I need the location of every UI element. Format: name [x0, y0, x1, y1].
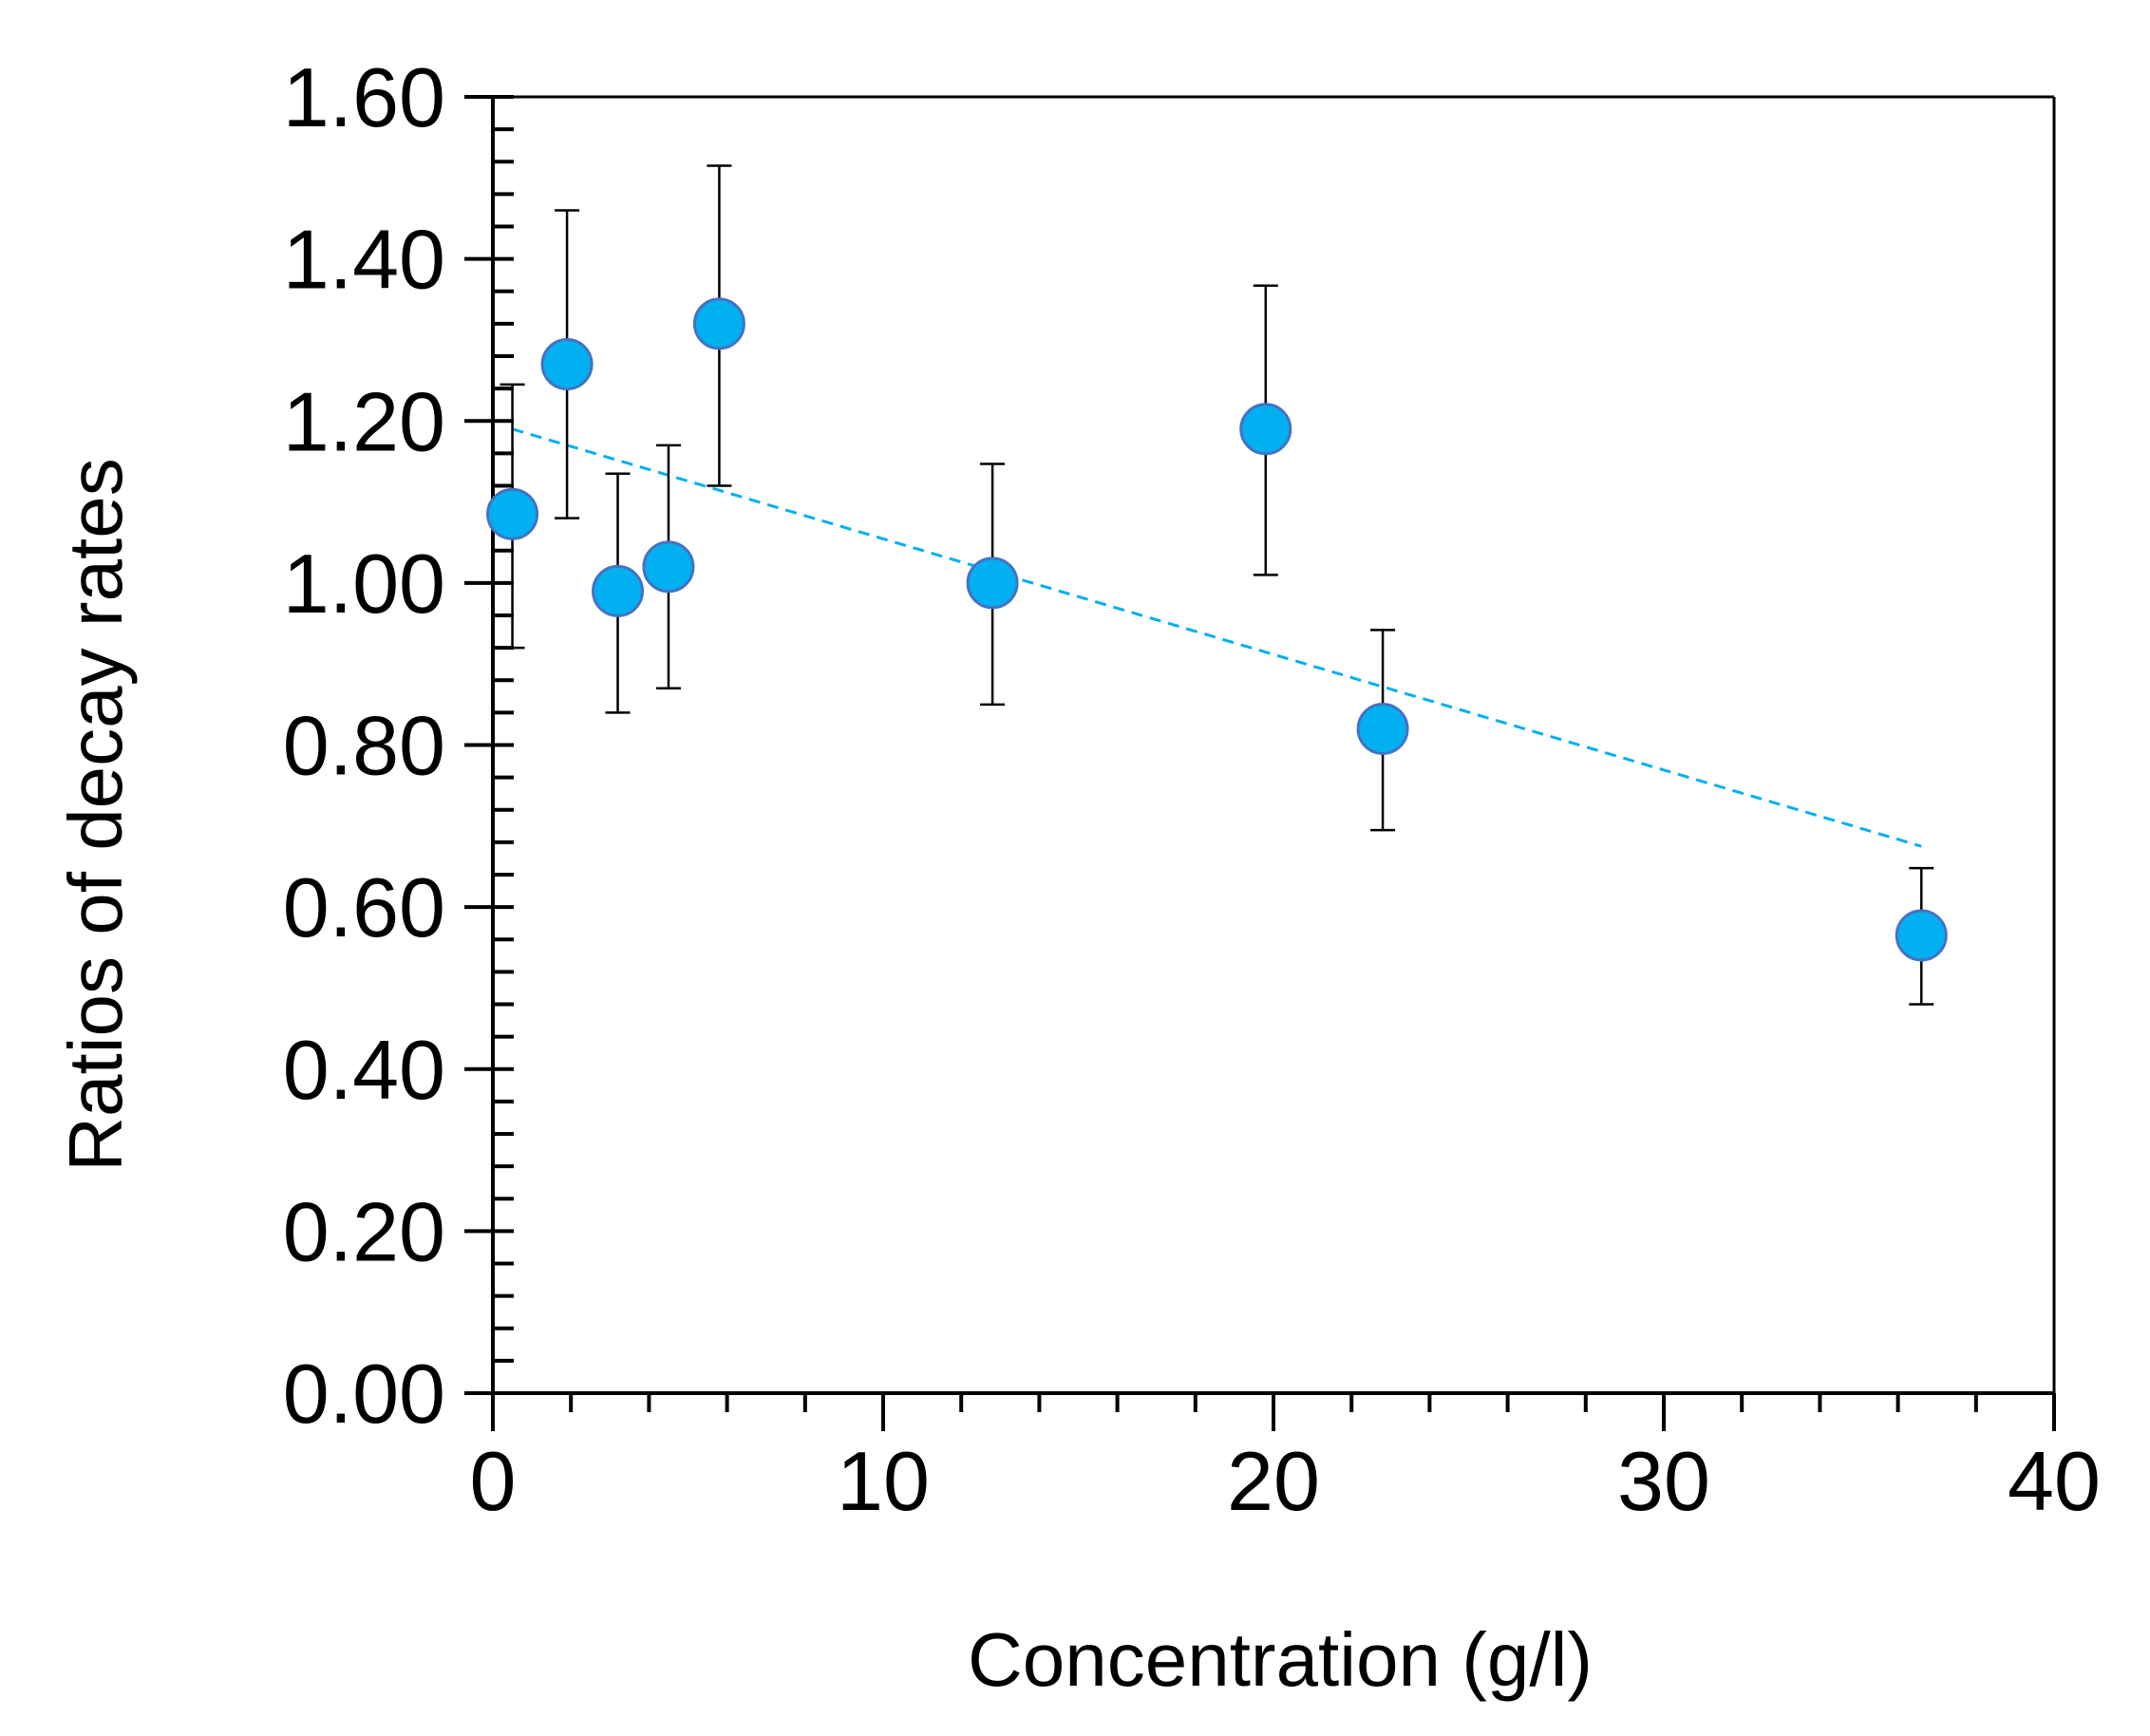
y-axis-title: Ratios of decay rates — [53, 458, 138, 1171]
y-tick-label: 0.20 — [283, 1184, 445, 1278]
x-tick-label: 30 — [1617, 1434, 1710, 1528]
trendline — [512, 427, 1922, 848]
x-axis-title: Concentration (g/l) — [968, 1617, 1593, 1702]
minor-ticks — [491, 95, 2056, 1412]
data-point — [642, 540, 695, 594]
x-tick-label: 20 — [1227, 1434, 1320, 1528]
x-tick-label: 10 — [837, 1434, 930, 1528]
trendline-group — [512, 427, 1922, 848]
y-tick-label: 0.40 — [283, 1023, 445, 1117]
x-tick-labels: 0 10 20 30 40 — [470, 1434, 2101, 1528]
data-point — [592, 564, 645, 617]
data-points — [486, 297, 1948, 962]
data-point — [540, 338, 594, 391]
data-point — [1895, 909, 1948, 962]
x-tick-label: 0 — [470, 1434, 517, 1528]
data-point — [692, 297, 745, 350]
y-tick-label: 1.60 — [283, 50, 445, 144]
y-tick-label: 0.80 — [283, 699, 445, 793]
x-tick-label: 40 — [2008, 1434, 2101, 1528]
y-tick-label: 1.40 — [283, 213, 445, 307]
plot-frame — [491, 95, 2056, 1395]
y-tick-label: 0.00 — [283, 1347, 445, 1441]
y-tick-label: 1.00 — [283, 537, 445, 631]
y-tick-labels: 0.00 0.20 0.40 0.60 0.80 1.00 1.20 1.40 1.60 — [283, 50, 445, 1441]
data-point — [1356, 702, 1409, 755]
y-tick-label: 0.60 — [283, 860, 445, 954]
y-tick-label: 1.20 — [283, 374, 445, 468]
data-point — [1239, 403, 1292, 456]
errorbars — [500, 164, 1934, 1006]
data-point — [966, 557, 1019, 610]
major-ticks — [464, 95, 2056, 1431]
data-point — [486, 487, 539, 540]
